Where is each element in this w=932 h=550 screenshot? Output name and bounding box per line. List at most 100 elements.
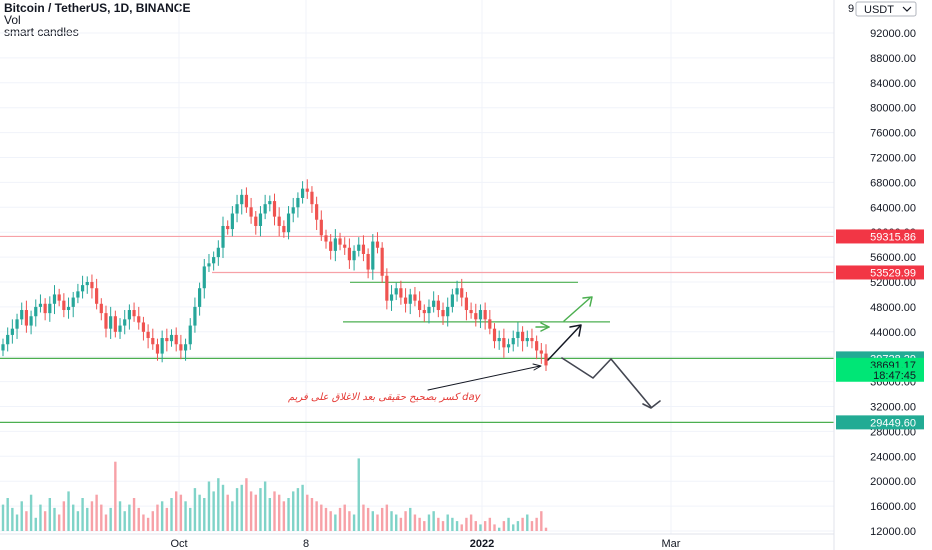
candle-body bbox=[427, 306, 431, 314]
horizontal-levels[interactable] bbox=[0, 235, 834, 423]
volume-bar bbox=[334, 514, 337, 531]
y-tick-label: 88000.00 bbox=[870, 53, 916, 65]
candle-body bbox=[20, 310, 24, 320]
candle-body bbox=[57, 294, 61, 301]
volume-bar bbox=[483, 521, 487, 531]
volume-bar bbox=[497, 527, 501, 531]
volume-bar bbox=[25, 511, 28, 531]
candle-body bbox=[146, 331, 150, 339]
candle-body bbox=[300, 188, 305, 198]
candle-body bbox=[432, 300, 436, 307]
volume-bar bbox=[441, 521, 445, 531]
annotation-pointer-head bbox=[532, 363, 542, 371]
symbol-title[interactable]: Bitcoin / TetherUS, 1D, BINANCE bbox=[4, 1, 191, 15]
candle-body bbox=[408, 294, 412, 304]
candle-body bbox=[506, 344, 511, 348]
candle-body bbox=[483, 310, 487, 320]
volume-bar bbox=[324, 507, 328, 531]
volume-bar bbox=[446, 514, 449, 531]
volume-bar bbox=[399, 517, 403, 531]
x-tick-label: Mar bbox=[662, 538, 681, 550]
price-tag-box bbox=[836, 367, 924, 382]
candle-body bbox=[29, 316, 33, 326]
volume-bar bbox=[306, 494, 309, 531]
y-tick-label: 76000.00 bbox=[870, 128, 916, 140]
currency-selector[interactable]: 9 USDT bbox=[848, 1, 917, 17]
volume-bar bbox=[418, 517, 421, 531]
candle-body bbox=[34, 306, 38, 317]
volume-bar bbox=[352, 514, 356, 531]
indicator-vol-label[interactable]: Vol bbox=[4, 13, 21, 27]
candle-body bbox=[310, 191, 314, 205]
volume-bar bbox=[535, 517, 538, 531]
volume-bar bbox=[254, 494, 257, 531]
volume-bar bbox=[1, 504, 5, 531]
candle-body bbox=[15, 319, 19, 329]
volume-bar bbox=[198, 494, 201, 531]
volume-bar bbox=[151, 511, 154, 531]
candle-body bbox=[329, 241, 333, 251]
volume-bar bbox=[259, 488, 262, 531]
volume-bar bbox=[493, 524, 496, 531]
candle-body bbox=[155, 344, 160, 354]
candle-body bbox=[413, 294, 417, 301]
volume-bar bbox=[170, 498, 173, 531]
candle-body bbox=[450, 294, 454, 307]
volume-bar bbox=[174, 491, 178, 531]
candle-body bbox=[277, 216, 281, 226]
candle-body bbox=[169, 334, 174, 342]
volume-bar bbox=[76, 511, 80, 531]
y-tick-label: 48000.00 bbox=[870, 302, 916, 314]
indicator-smart-candles-label[interactable]: smart candles bbox=[4, 25, 79, 39]
volume-bar bbox=[395, 514, 398, 531]
volume-bar bbox=[465, 517, 468, 531]
candle-body bbox=[52, 294, 57, 304]
time-axis[interactable]: Oct 8 2022 Mar bbox=[170, 538, 680, 550]
annotation-text[interactable]: کسر بصحیح حقیقی بعد الاغلاق علی فریم day bbox=[288, 392, 482, 403]
volume-bar bbox=[6, 498, 9, 531]
y-tick-label: 20000.00 bbox=[870, 476, 916, 488]
candle-body bbox=[333, 238, 337, 251]
volume-bar bbox=[338, 507, 342, 531]
candle-body bbox=[71, 297, 75, 307]
candle-body bbox=[226, 225, 230, 230]
candle-body bbox=[460, 288, 464, 298]
volume-bar bbox=[512, 524, 515, 531]
candle-body bbox=[38, 303, 43, 307]
price-tag-label: 18:47:45 bbox=[873, 370, 916, 382]
volume-bar bbox=[343, 504, 346, 531]
candle-body bbox=[516, 331, 520, 339]
candle-body bbox=[10, 328, 14, 335]
candle-body bbox=[85, 282, 89, 286]
chart-legend: Bitcoin / TetherUS, 1D, BINANCE Vol smar… bbox=[4, 2, 190, 38]
volume-bar bbox=[292, 491, 295, 531]
volume-bar bbox=[437, 517, 440, 531]
candle-body bbox=[343, 244, 347, 248]
candle-body bbox=[394, 288, 398, 295]
volume-bar bbox=[390, 511, 393, 531]
candle-body bbox=[193, 306, 197, 326]
volume-bar bbox=[362, 504, 365, 531]
volume-bar bbox=[427, 514, 431, 531]
candle-body bbox=[183, 344, 188, 351]
candle-body bbox=[352, 250, 356, 261]
drawings[interactable] bbox=[427, 296, 661, 409]
volume-bar bbox=[366, 507, 370, 531]
volume-bar bbox=[118, 501, 122, 531]
candle-body bbox=[389, 294, 394, 301]
candle-body bbox=[380, 247, 384, 276]
green-arrow-head bbox=[540, 322, 550, 332]
black-projection-down bbox=[561, 357, 652, 408]
y-tick-label: 24000.00 bbox=[870, 451, 916, 463]
price-tags: 59315.8653529.9939728.2938691.1718:47:45… bbox=[836, 229, 924, 430]
currency-prefix: 9 bbox=[848, 3, 854, 15]
volume-bar bbox=[460, 524, 463, 531]
candle-body bbox=[286, 213, 291, 233]
price-axis[interactable]: 12000.00 16000.00 20000.00 24000.00 28000.00… bbox=[870, 28, 916, 538]
volume-bar bbox=[287, 498, 290, 531]
y-tick-label: 32000.00 bbox=[870, 402, 916, 414]
candle-body bbox=[1, 344, 5, 351]
currency-label: USDT bbox=[864, 4, 894, 16]
volume-bar bbox=[474, 521, 477, 531]
